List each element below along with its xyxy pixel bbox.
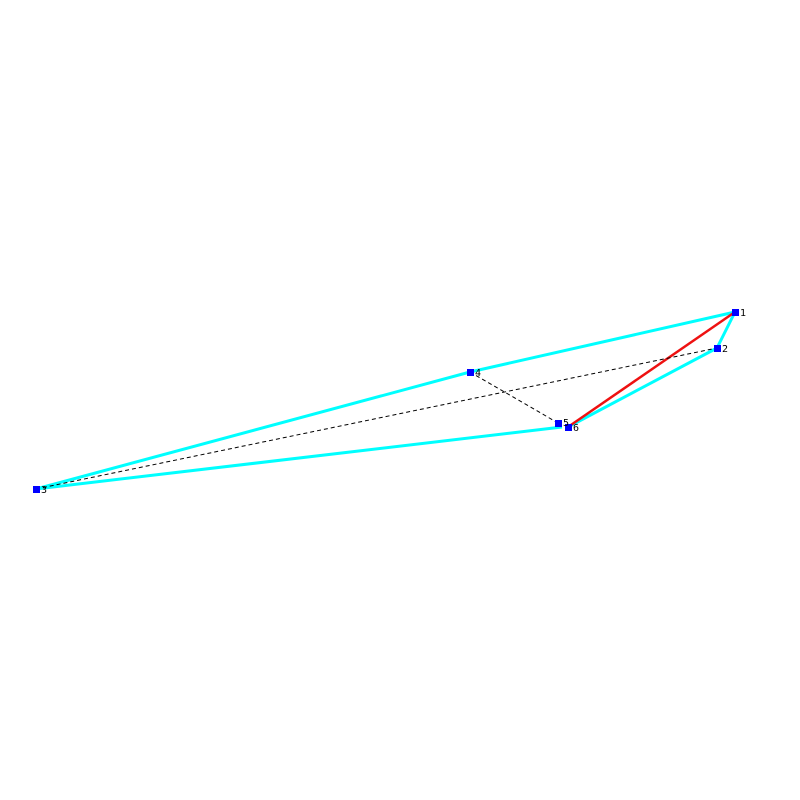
dashed-edge [35,347,718,490]
dashed-edge [469,371,559,424]
node-label: 5 [563,418,569,429]
node [565,424,572,431]
node [467,369,474,376]
edge [715,311,737,349]
node-label: 6 [573,423,579,434]
node [33,486,40,493]
highlight-edge [567,310,736,429]
node-label: 1 [740,308,746,319]
node-label: 2 [722,344,728,355]
edge [35,425,563,491]
node-label: 4 [475,368,481,379]
node-label: 3 [41,485,47,496]
node [714,345,721,352]
edge [35,370,471,491]
node [732,309,739,316]
edge [567,346,718,429]
node [555,420,562,427]
edge [469,310,736,374]
